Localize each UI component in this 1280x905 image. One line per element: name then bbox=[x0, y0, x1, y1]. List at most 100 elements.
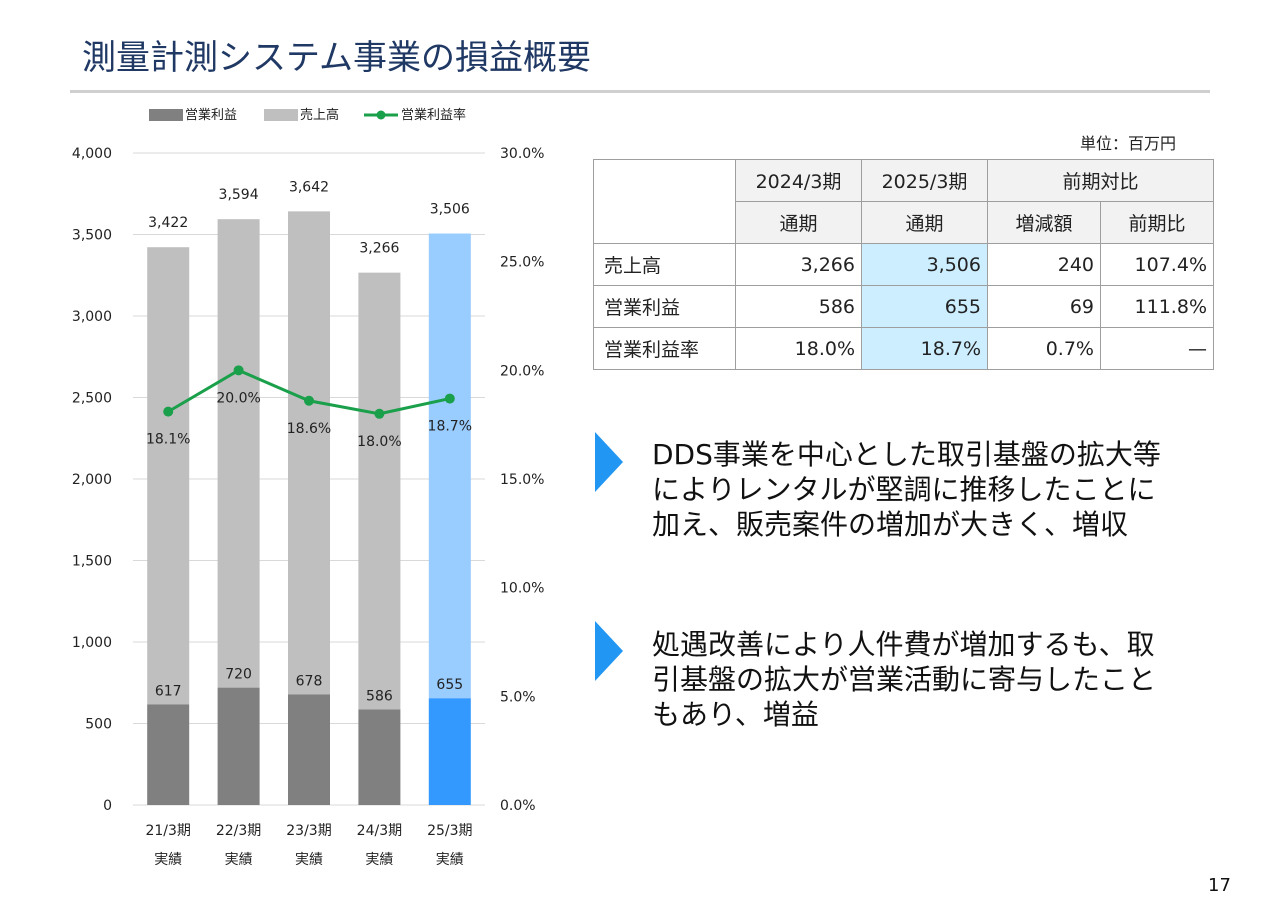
bullet-line: 引基盤の拡大が営業活動に寄与したこと bbox=[652, 663, 1157, 696]
cell-diff: 69 bbox=[987, 285, 1101, 328]
margin-point bbox=[233, 365, 244, 376]
y-tick-label: 3,000 bbox=[72, 309, 112, 325]
bullet-line: 加え、販売案件の増加が大きく、増収 bbox=[652, 508, 1129, 541]
profit-data-label: 586 bbox=[366, 688, 393, 704]
bullet-line: 処遇改善により人件費が増加するも、取 bbox=[652, 628, 1155, 661]
x-tick-label: 21/3期 bbox=[145, 823, 190, 839]
sales-data-label: 3,506 bbox=[430, 202, 470, 218]
margin-data-label: 18.1% bbox=[146, 432, 190, 448]
cell-prev: 18.0% bbox=[735, 327, 862, 370]
y-tick-label: 1,500 bbox=[72, 554, 112, 570]
table-row-op-profit: 営業利益 586 655 69 111.8% bbox=[593, 285, 1214, 328]
x-tick-label: 25/3期 bbox=[427, 823, 472, 839]
profit-bar bbox=[147, 704, 190, 805]
profit-data-label: 678 bbox=[296, 673, 323, 689]
x-tick-sublabel: 実績 bbox=[154, 852, 182, 868]
margin-point bbox=[444, 393, 455, 404]
sales-bar bbox=[428, 233, 471, 699]
unit-label: 単位：百万円 bbox=[1080, 134, 1177, 153]
profit-data-label: 655 bbox=[436, 677, 463, 693]
y2-tick-label: 0.0% bbox=[500, 798, 536, 814]
x-tick-sublabel: 実績 bbox=[436, 852, 464, 868]
row-label: 営業利益率 bbox=[593, 327, 736, 370]
header-sub-curr: 通期 bbox=[861, 201, 988, 244]
cell-curr: 18.7% bbox=[861, 327, 988, 370]
profit-bar bbox=[428, 698, 471, 805]
header-sub-diff: 増減額 bbox=[987, 201, 1101, 244]
y2-tick-label: 25.0% bbox=[500, 255, 544, 271]
margin-data-label: 18.6% bbox=[287, 421, 331, 437]
margin-data-label: 20.0% bbox=[216, 390, 260, 406]
page-number: 17 bbox=[1208, 875, 1231, 896]
cell-ratio: — bbox=[1100, 327, 1214, 370]
x-tick-sublabel: 実績 bbox=[365, 852, 393, 868]
x-tick-sublabel: 実績 bbox=[295, 852, 323, 868]
legend-label-margin: 営業利益率 bbox=[401, 107, 466, 123]
profit-bar bbox=[217, 687, 260, 805]
y-tick-label: 2,500 bbox=[72, 391, 112, 407]
legend-marker-margin bbox=[376, 110, 386, 120]
row-label: 売上高 bbox=[593, 243, 736, 286]
margin-data-label: 18.7% bbox=[428, 419, 472, 435]
x-tick-label: 22/3期 bbox=[216, 823, 261, 839]
legend-label-sales: 売上高 bbox=[300, 107, 339, 123]
margin-data-label: 18.0% bbox=[357, 434, 401, 450]
sales-profit-chart: 0 500 1,000 1,500 2,000 2,500 3,000 3,500 4,000 0… bbox=[72, 107, 545, 868]
cell-prev: 586 bbox=[735, 285, 862, 328]
profit-data-label: 720 bbox=[225, 667, 252, 683]
y2-tick-label: 5.0% bbox=[500, 689, 536, 705]
margin-point bbox=[374, 408, 385, 419]
margin-point bbox=[304, 395, 314, 406]
bullet-text-sales: DDS事業を中心とした取引基盤の拡大等 によりレンタルが堅調に推移したことに 加… bbox=[652, 437, 1212, 542]
cell-curr: 3,506 bbox=[861, 243, 988, 286]
table-row-sales: 売上高 3,266 3,506 240 107.4% bbox=[593, 243, 1214, 286]
y-tick-label: 1,000 bbox=[72, 635, 112, 651]
legend-swatch-sales bbox=[264, 109, 298, 121]
x-tick-label: 24/3期 bbox=[357, 823, 402, 839]
y2-tick-label: 15.0% bbox=[500, 472, 544, 488]
profit-bar bbox=[358, 709, 401, 805]
cell-ratio: 107.4% bbox=[1100, 243, 1214, 286]
header-period-curr: 2025/3期 bbox=[861, 159, 988, 202]
header-period-prev: 2024/3期 bbox=[735, 159, 862, 202]
cell-curr: 655 bbox=[861, 285, 988, 328]
y2-tick-label: 10.0% bbox=[500, 581, 544, 597]
sales-data-label: 3,422 bbox=[148, 215, 188, 231]
cell-diff: 0.7% bbox=[987, 327, 1101, 370]
triangle-bullet-icon bbox=[595, 621, 623, 681]
profit-data-label: 617 bbox=[155, 683, 182, 699]
summary-table: 2024/3期 2025/3期 前期対比 通期 通期 増減額 前期比 売上高 3… bbox=[593, 159, 1214, 370]
table-corner-cell bbox=[593, 159, 736, 244]
bullet-line: もあり、増益 bbox=[652, 698, 819, 731]
y-tick-label: 0 bbox=[103, 798, 112, 814]
sales-bar bbox=[358, 272, 401, 710]
row-label: 営業利益 bbox=[593, 285, 736, 328]
y-tick-label: 500 bbox=[85, 717, 112, 733]
x-tick-label: 23/3期 bbox=[286, 823, 331, 839]
bullet-line: によりレンタルが堅調に推移したことに bbox=[652, 473, 1156, 506]
sales-data-label: 3,266 bbox=[359, 241, 399, 257]
legend-swatch-op-profit bbox=[149, 109, 183, 121]
y2-tick-label: 20.0% bbox=[500, 363, 544, 379]
y-tick-label: 3,500 bbox=[72, 228, 112, 244]
header-comparison: 前期対比 bbox=[987, 159, 1214, 202]
bullet-text-profit: 処遇改善により人件費が増加するも、取 引基盤の拡大が営業活動に寄与したこと もあ… bbox=[652, 627, 1212, 732]
sales-data-label: 3,642 bbox=[289, 179, 329, 195]
margin-point bbox=[163, 406, 174, 417]
cell-diff: 240 bbox=[987, 243, 1101, 286]
x-tick-sublabel: 実績 bbox=[225, 852, 253, 868]
cell-ratio: 111.8% bbox=[1100, 285, 1214, 328]
y2-tick-label: 30.0% bbox=[500, 146, 544, 162]
profit-bar bbox=[288, 694, 330, 805]
page-title: 測量計測システム事業の損益概要 bbox=[82, 38, 591, 78]
y-tick-label: 4,000 bbox=[72, 146, 112, 162]
header-sub-prev: 通期 bbox=[735, 201, 862, 244]
y-tick-label: 2,000 bbox=[72, 472, 112, 488]
header-sub-ratio: 前期比 bbox=[1100, 201, 1214, 244]
sales-bar bbox=[147, 247, 190, 705]
table-row-margin: 営業利益率 18.0% 18.7% 0.7% — bbox=[593, 327, 1214, 370]
sales-data-label: 3,594 bbox=[219, 187, 259, 203]
sales-bar bbox=[288, 211, 330, 695]
triangle-bullet-icon bbox=[595, 432, 623, 492]
cell-prev: 3,266 bbox=[735, 243, 862, 286]
